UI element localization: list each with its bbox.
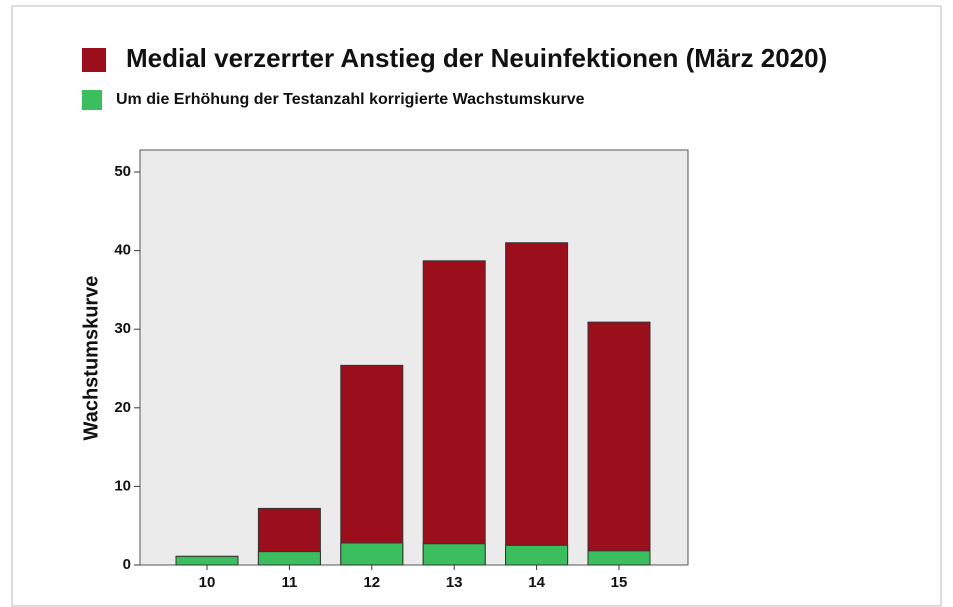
bar [422, 260, 486, 566]
y-tick-label: 20 [114, 399, 131, 416]
bar [340, 542, 404, 566]
bar [175, 555, 239, 566]
y-tick-label: 0 [123, 556, 131, 573]
bar [505, 242, 569, 566]
bar [505, 544, 569, 566]
x-tick-label: 11 [281, 574, 297, 591]
x-tick-label: 15 [611, 574, 628, 591]
y-tick-label: 40 [114, 242, 131, 259]
bar [587, 321, 651, 566]
x-tick-label: 10 [199, 574, 216, 591]
y-tick-label: 30 [114, 320, 131, 337]
x-tick-label: 12 [363, 574, 380, 591]
legend-label: Medial verzerrter Anstieg der Neuinfekti… [126, 43, 827, 73]
bar [340, 364, 404, 566]
bar [587, 550, 651, 566]
x-tick-label: 14 [528, 574, 545, 591]
legend-label: Um die Erhöhung der Testanzahl korrigier… [116, 91, 585, 108]
bar [257, 551, 321, 566]
y-axis-label: Wachstumskurve [80, 276, 102, 441]
y-tick-label: 50 [114, 163, 131, 180]
legend-swatch [82, 48, 106, 72]
x-tick-label: 13 [446, 574, 463, 591]
bar [422, 543, 486, 566]
legend-swatch [82, 90, 102, 110]
y-tick-label: 10 [114, 477, 131, 494]
